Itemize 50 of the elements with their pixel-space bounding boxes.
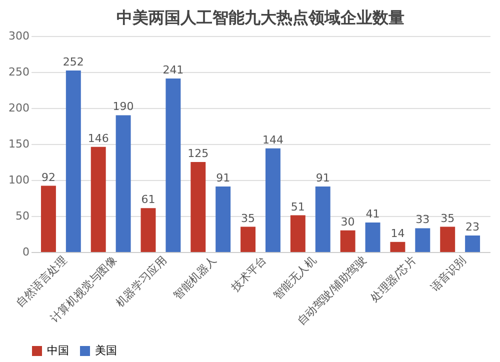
data-label: 91	[216, 171, 230, 184]
bar	[240, 226, 256, 252]
data-label: 144	[262, 133, 284, 146]
x-tick-label: 处理器/芯片	[368, 254, 419, 305]
y-tick-label: 50	[16, 210, 30, 222]
data-label: 125	[188, 147, 209, 160]
x-tick-label: 语音识别	[428, 254, 469, 294]
data-label: 23	[466, 220, 480, 234]
data-label: 146	[88, 132, 109, 145]
bar	[440, 226, 456, 252]
y-tick-label: 200	[8, 102, 30, 114]
bar	[90, 146, 106, 252]
bar	[216, 186, 231, 252]
data-label: 92	[41, 170, 56, 184]
data-label: 35	[440, 212, 455, 225]
bar	[390, 242, 406, 252]
data-label: 33	[416, 213, 430, 226]
bar	[166, 78, 181, 252]
y-tick-label: 100	[8, 174, 30, 186]
data-label: 91	[316, 171, 330, 184]
data-label: 30	[340, 215, 355, 228]
data-label: 190	[112, 100, 134, 114]
y-tick-label: 250	[8, 66, 30, 78]
bar	[140, 208, 156, 252]
data-label: 51	[290, 200, 305, 214]
bar	[116, 115, 131, 252]
bar	[465, 235, 480, 252]
chart-title: 中美两国人工智能九大热点领域企业数量	[116, 8, 404, 27]
legend-label: 中国	[47, 344, 69, 357]
x-tick-label: 技术平台	[228, 254, 269, 295]
y-tick-label: 0	[22, 246, 30, 258]
bar	[290, 215, 306, 252]
bar	[340, 230, 356, 252]
data-label: 41	[366, 207, 380, 220]
bar	[40, 186, 56, 252]
data-label: 14	[390, 226, 405, 240]
data-label: 61	[141, 193, 156, 206]
bar	[66, 70, 81, 252]
x-tick-label: 智能机器人	[171, 254, 220, 302]
y-tick-label: 300	[8, 30, 30, 42]
data-label: 252	[62, 56, 84, 69]
bar	[315, 186, 330, 252]
bar	[190, 162, 206, 252]
bar	[265, 148, 280, 252]
data-label: 241	[162, 63, 184, 76]
y-tick-label: 150	[8, 138, 30, 150]
bar	[415, 228, 430, 252]
bar	[365, 222, 380, 252]
data-label: 35	[241, 212, 256, 225]
legend-label: 美国	[95, 344, 117, 357]
